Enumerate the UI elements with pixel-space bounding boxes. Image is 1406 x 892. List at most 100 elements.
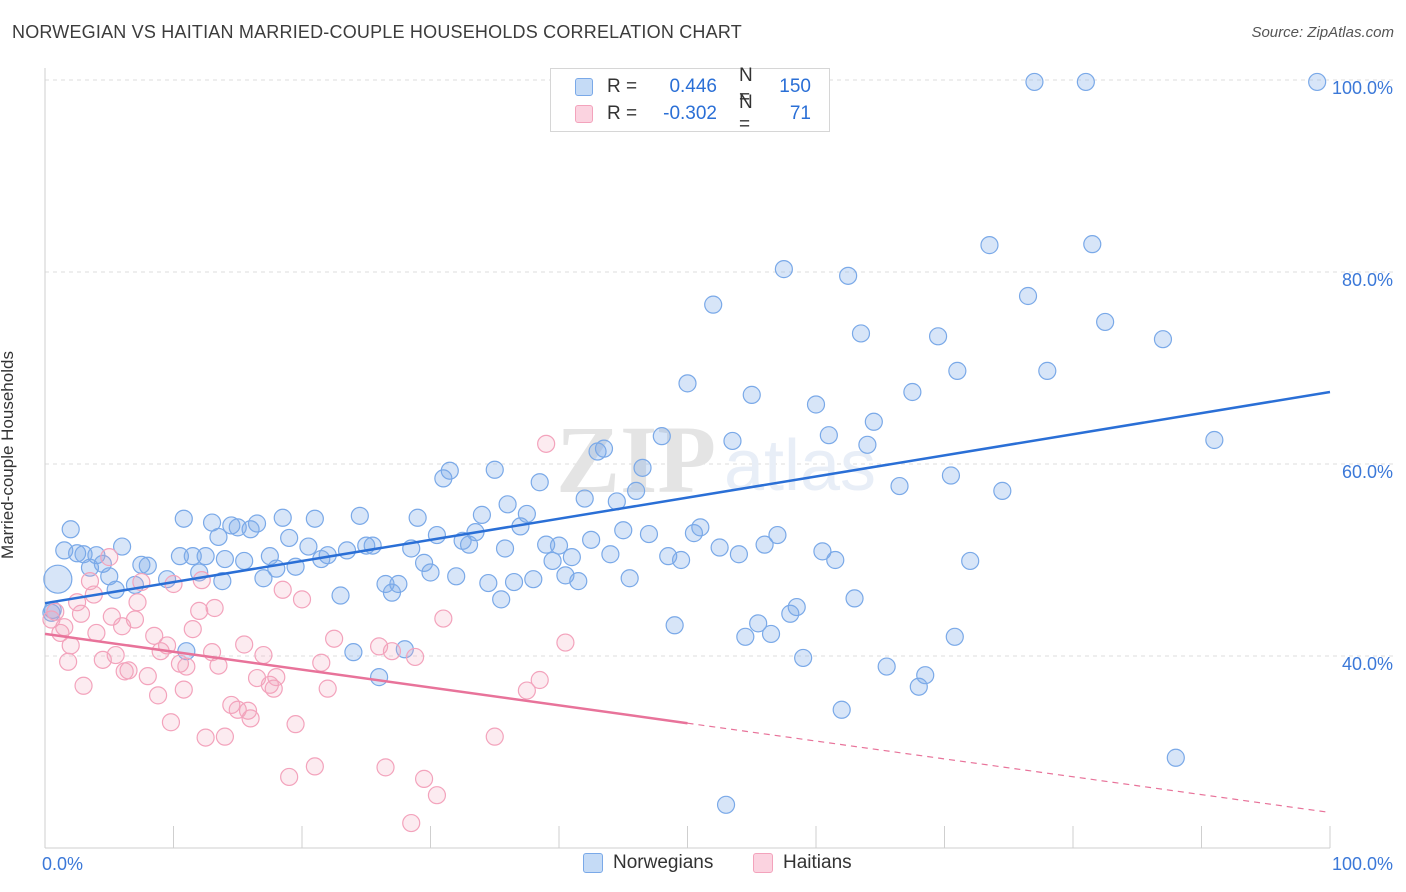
norwegian-point	[68, 544, 87, 563]
haitian-point	[325, 629, 344, 648]
norwegian-point	[543, 551, 562, 571]
norwegian-point	[273, 508, 292, 527]
x-tick-label: 100.0%	[1332, 854, 1393, 874]
norwegian-point	[305, 509, 324, 528]
norwegian-point	[174, 509, 193, 528]
norwegian-point	[832, 700, 851, 719]
haitian-point	[405, 647, 425, 667]
legend-label-haitians: Haitians	[783, 852, 852, 873]
haitian-point	[305, 757, 324, 776]
norwegian-point	[594, 439, 614, 458]
haitians-swatch	[753, 853, 773, 873]
haitian-point	[183, 620, 202, 639]
source-credit: Source: ZipAtlas.com	[1251, 24, 1394, 41]
haitian-point	[87, 623, 106, 643]
norwegian-point	[1038, 361, 1057, 380]
norwegian-point	[723, 431, 742, 451]
norwegian-point	[582, 530, 601, 549]
chart-title: NORWEGIAN VS HAITIAN MARRIED-COUPLE HOUS…	[12, 22, 742, 42]
haitian-point	[128, 593, 147, 612]
norwegian-point	[215, 549, 234, 569]
norwegian-point	[678, 374, 697, 393]
r-label: R =	[607, 76, 638, 97]
norwegian-point	[1083, 235, 1102, 254]
stats-row-haitians: R = -0.302 N = 71	[575, 92, 811, 135]
haitian-point	[273, 580, 292, 599]
norwegian-point	[254, 569, 273, 588]
norwegian-point	[1166, 748, 1185, 767]
legend-item-norwegians[interactable]: Norwegians	[583, 852, 713, 874]
haitian-point	[138, 667, 157, 686]
haitian-point	[100, 548, 119, 567]
haitian-point	[148, 686, 168, 705]
y-tick-label: 100.0%	[1332, 78, 1393, 98]
r-label: R =	[607, 103, 638, 124]
norwegian-point	[774, 260, 793, 279]
haitian-point	[280, 767, 299, 787]
norwegian-point	[562, 548, 581, 567]
norwegian-point	[858, 435, 877, 454]
norwegian-point	[299, 537, 318, 556]
haitian-point	[59, 652, 78, 671]
norwegian-point	[864, 412, 883, 431]
norwegian-point	[209, 527, 228, 547]
haitian-point	[382, 642, 402, 661]
norwegian-point	[716, 795, 736, 814]
haitian-point	[46, 602, 65, 621]
haitian-point	[414, 769, 434, 788]
legend-item-haitians[interactable]: Haitians	[753, 852, 852, 874]
norwegian-point	[331, 586, 350, 605]
norwegian-point	[877, 657, 896, 676]
legend-label-norwegians: Norwegians	[613, 852, 714, 873]
watermark-atlas: atlas	[724, 426, 876, 506]
norwegian-point	[665, 616, 684, 635]
norwegian-point	[132, 555, 151, 574]
norwegian-point	[43, 564, 73, 594]
haitian-point	[267, 668, 286, 687]
norwegian-point	[851, 324, 871, 343]
norwegian-point	[710, 538, 729, 557]
haitian-point	[427, 786, 447, 805]
haitian-point	[80, 572, 100, 591]
norwegian-point	[742, 385, 761, 404]
norwegian-point	[537, 535, 556, 554]
stats-row-norwegians: R = 0.446 N = 150	[575, 65, 811, 108]
haitian-point	[264, 679, 283, 698]
norwegian-point	[213, 572, 232, 591]
norwegian-point	[614, 521, 633, 540]
haitian-point	[161, 713, 181, 732]
norwegian-point	[504, 572, 524, 592]
norwegian-point	[61, 520, 80, 539]
norwegian-point	[247, 514, 267, 533]
stats-legend: R = 0.446 N = 150 R = -0.302 N = 71	[550, 65, 830, 135]
norwegian-point	[916, 666, 935, 685]
norwegian-point	[1025, 72, 1044, 92]
norwegian-point	[761, 624, 781, 644]
norwegian-point	[691, 518, 710, 537]
series-legend: Norwegians Haitians	[0, 852, 1406, 876]
axes	[44, 68, 1331, 849]
norwegian-point	[421, 563, 440, 582]
haitian-point	[312, 653, 331, 672]
haitian-point	[205, 598, 224, 618]
norwegian-point	[620, 569, 639, 588]
norwegian-point	[492, 590, 511, 609]
haitian-point	[556, 633, 575, 652]
y-tick-label: 80.0%	[1342, 270, 1393, 290]
norwegian-point	[903, 382, 922, 402]
haitian-point	[125, 610, 145, 629]
trend-lines	[44, 390, 1331, 814]
norwegian-point	[736, 627, 755, 646]
haitian-point	[174, 680, 193, 699]
norwegian-point	[794, 648, 813, 668]
haitian-point	[145, 626, 164, 645]
norwegian-point	[839, 266, 858, 285]
norwegian-point	[787, 597, 806, 617]
norwegian-point	[755, 535, 774, 554]
norwegian-point	[909, 677, 928, 696]
norwegian-point	[1308, 72, 1327, 92]
norwegian-point	[575, 489, 594, 508]
norwegian-point	[781, 604, 800, 623]
norwegian-point	[350, 506, 369, 525]
norwegian-point	[498, 495, 517, 514]
